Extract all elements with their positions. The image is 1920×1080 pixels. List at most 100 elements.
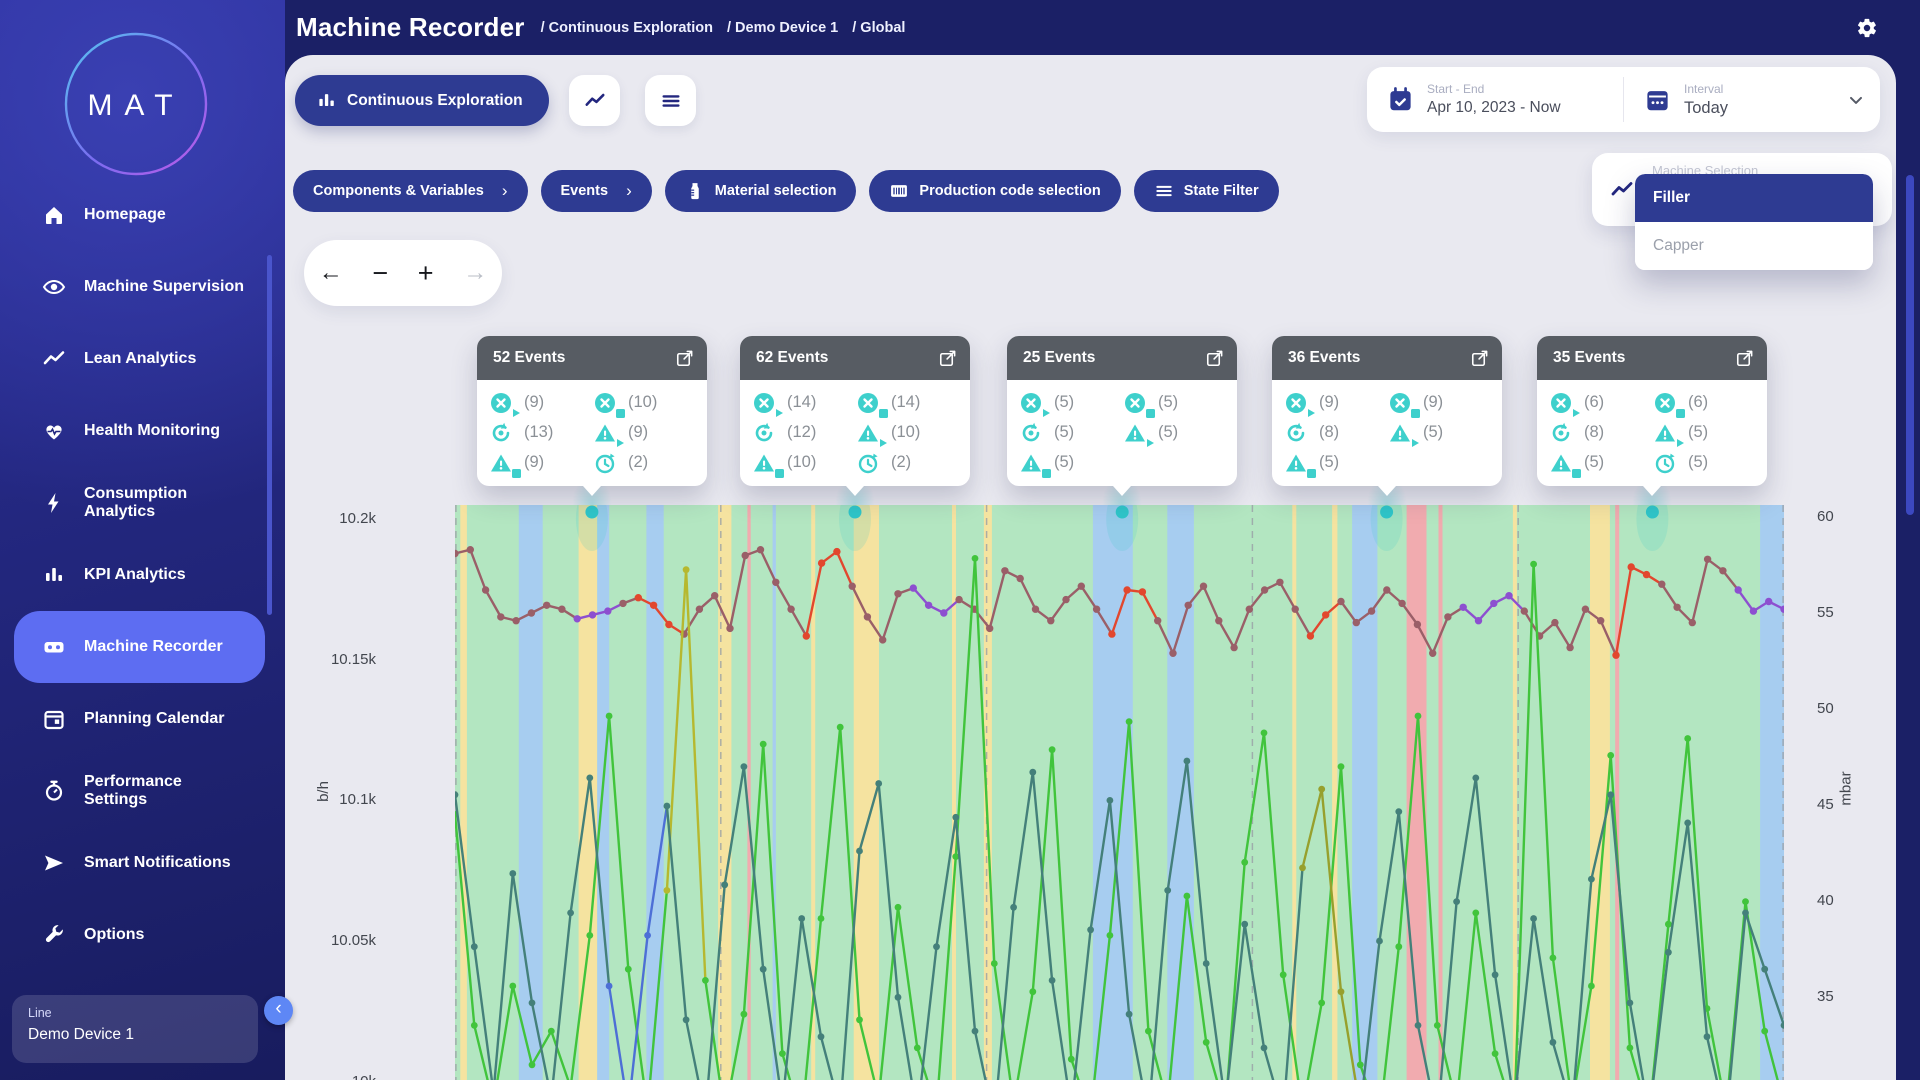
square-icon [512,468,521,478]
calendar-icon [40,707,68,731]
sidebar-item-machine-recorder[interactable]: Machine Recorder [14,611,265,683]
event-stat: (6) [1653,389,1757,418]
external-link-icon[interactable] [1470,349,1489,368]
breadcrumb-item-global[interactable]: / Global [852,19,906,36]
sidebar-item-options[interactable]: Options [14,899,265,971]
zoom-out-button[interactable]: − [372,257,389,288]
lines-icon [1154,181,1174,201]
event-marker-dot[interactable] [848,505,862,519]
circle-x-icon [489,391,520,417]
filter-pill-material-selection[interactable]: Material selection [664,170,857,212]
event-card-52-events: 52 Events (9) (13) (9) (10) (9) (2) [477,336,707,496]
sidebar-item-performance-settings[interactable]: Performance Settings [14,755,265,827]
event-stat: (10) [593,389,697,418]
filter-pill-components-variables[interactable]: Components & Variables › [293,170,528,212]
page-scrollbar[interactable] [1906,175,1914,515]
event-stat: (10) [752,449,856,478]
event-stat-count: (9) [1319,393,1340,411]
event-card-62-events: 62 Events (14) (12) (10) (14) (10) (2) [740,336,970,496]
zoom-in-button[interactable]: + [417,257,434,288]
device-card-value: Demo Device 1 [28,1026,134,1043]
event-stat: (8) [1284,419,1388,446]
left-axis-tick: 10.1k [339,791,376,809]
sidebar-item-consumption-analytics[interactable]: Consumption Analytics [14,467,265,539]
event-stat: (10) [856,419,960,447]
sidebar-item-label: Machine Recorder [84,638,223,656]
eye-icon [40,275,68,299]
external-link-icon[interactable] [1735,349,1754,368]
interval-picker[interactable]: Interval Today [1624,67,1880,132]
event-marker-dot[interactable] [585,505,599,519]
event-card-title: 52 Events [493,349,566,366]
dropdown-option-filler[interactable]: Filler [1635,174,1873,222]
continuous-exploration-button[interactable]: Continuous Exploration [295,75,549,126]
start-end-picker[interactable]: Start - End Apr 10, 2023 - Now [1367,67,1623,132]
breadcrumb-item-demo-device-1[interactable]: / Demo Device 1 [727,19,839,36]
event-stat-count: (10) [891,423,921,441]
event-stat-count: (10) [787,453,817,471]
event-stat: (8) [1549,419,1653,446]
event-card-tail [583,486,601,496]
filter-pill-production-code-selection[interactable]: Production code selection [869,170,1121,212]
sidebar-scrollbar[interactable] [267,255,272,615]
bolt-icon [40,491,68,515]
event-stat: (12) [752,419,856,446]
back-arrow-button[interactable]: ← [318,259,343,286]
sidebar-collapse-button[interactable]: ‹ [264,996,293,1025]
triangle-icon [752,451,784,478]
sidebar-nav: Homepage Machine Supervision Lean Analytic… [0,179,285,971]
event-stat: (5) [1019,449,1123,478]
external-link-icon[interactable] [675,349,694,368]
external-link-icon[interactable] [938,349,957,368]
dropdown-option-capper[interactable]: Capper [1635,222,1873,270]
event-stat: (2) [593,449,697,476]
gear-icon[interactable] [1856,17,1878,39]
sidebar-item-health-monitoring[interactable]: Health Monitoring [14,395,265,467]
play-icon [511,408,521,418]
sidebar-item-smart-notifications[interactable]: Smart Notifications [14,827,265,899]
sidebar-item-planning-calendar[interactable]: Planning Calendar [14,683,265,755]
triangle-icon [1019,451,1051,478]
sidebar-item-label: Options [84,926,145,944]
right-axis-tick: 40 [1817,891,1834,909]
sidebar-item-kpi-analytics[interactable]: KPI Analytics [14,539,265,611]
forward-arrow-button[interactable]: → [463,259,488,286]
breadcrumb-item-continuous-exploration[interactable]: / Continuous Exploration [540,19,713,36]
home-icon [40,203,68,227]
event-stat-count: (6) [1584,393,1605,411]
event-card-25-events: 25 Events (5) (5) (5) (5) (5) [1007,336,1237,496]
chevron-right-icon: › [626,181,632,200]
event-card-header: 52 Events [477,336,707,380]
trend-view-button[interactable] [569,75,620,126]
stopwatch-icon [40,779,68,803]
event-marker-dot[interactable] [1645,505,1659,519]
event-stat-count: (12) [787,423,817,441]
triangle-icon [1549,451,1581,478]
left-axis-title: b/h [314,781,332,802]
filter-pill-events[interactable]: Events › [540,170,652,212]
list-view-button[interactable] [645,75,696,126]
sidebar-item-machine-supervision[interactable]: Machine Supervision [14,251,265,323]
filter-pill-label: State Filter [1183,183,1259,199]
external-link-icon[interactable] [1205,349,1224,368]
circle-x-icon [1019,391,1050,417]
rotate-icon [1019,421,1043,445]
filter-pill-label: Components & Variables [313,183,484,199]
sidebar-item-homepage[interactable]: Homepage [14,179,265,251]
event-stat: (5) [1388,419,1492,447]
event-stat-count: (10) [628,393,658,411]
event-marker-dot[interactable] [1380,505,1394,519]
event-stat-count: (5) [1158,423,1179,441]
rotate-icon [489,421,513,445]
play-icon [615,438,625,448]
filter-pill-state-filter[interactable]: State Filter [1133,170,1279,212]
square-icon [1572,468,1581,478]
sidebar-item-lean-analytics[interactable]: Lean Analytics [14,323,265,395]
event-marker-dot[interactable] [1115,505,1129,519]
event-stat-count: (14) [891,393,921,411]
clock-icon [593,451,617,475]
event-stat: (14) [856,389,960,418]
datetime-card: Start - End Apr 10, 2023 - Now Interval … [1367,67,1880,132]
menu-icon [660,90,682,112]
circle-x-icon [1388,391,1420,418]
